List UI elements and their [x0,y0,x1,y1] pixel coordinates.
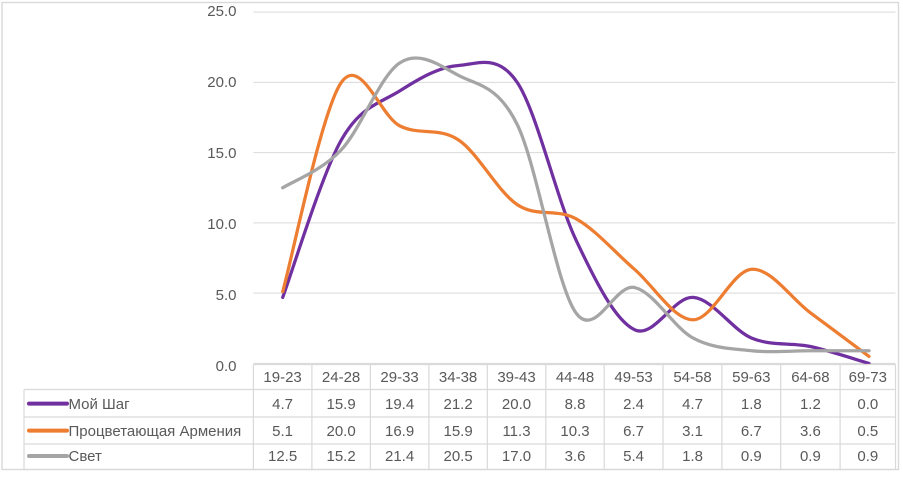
svg-text:34-38: 34-38 [439,369,477,386]
svg-text:0.9: 0.9 [857,448,878,465]
svg-text:0.5: 0.5 [857,423,878,440]
svg-text:49-53: 49-53 [614,369,652,386]
svg-text:0.0: 0.0 [857,396,878,413]
svg-text:20.0: 20.0 [502,396,531,413]
svg-text:15.2: 15.2 [326,448,355,465]
svg-text:0.0: 0.0 [216,358,237,375]
svg-text:5.4: 5.4 [623,448,644,465]
svg-text:6.7: 6.7 [741,423,762,440]
svg-text:1.8: 1.8 [741,396,762,413]
svg-text:64-68: 64-68 [791,369,829,386]
svg-text:4.7: 4.7 [272,396,293,413]
svg-text:17.0: 17.0 [502,448,531,465]
svg-text:12.5: 12.5 [268,448,297,465]
svg-text:4.7: 4.7 [682,396,703,413]
svg-text:20.0: 20.0 [326,423,355,440]
svg-text:10.0: 10.0 [207,216,236,233]
svg-text:15.9: 15.9 [326,396,355,413]
svg-text:21.2: 21.2 [443,396,472,413]
svg-text:Мой Шаг: Мой Шаг [69,396,131,413]
svg-text:44-48: 44-48 [556,369,594,386]
svg-text:3.1: 3.1 [682,423,703,440]
svg-text:1.2: 1.2 [800,396,821,413]
svg-text:54-58: 54-58 [673,369,711,386]
svg-text:Свет: Свет [69,448,102,465]
svg-text:20.0: 20.0 [207,74,236,91]
svg-text:5.1: 5.1 [272,423,293,440]
svg-text:10.3: 10.3 [560,423,589,440]
svg-text:0.9: 0.9 [800,448,821,465]
svg-text:21.4: 21.4 [385,448,414,465]
svg-text:24-28: 24-28 [322,369,360,386]
svg-text:8.8: 8.8 [565,396,586,413]
svg-text:15.9: 15.9 [443,423,472,440]
svg-text:15.0: 15.0 [207,145,236,162]
svg-text:2.4: 2.4 [623,396,644,413]
svg-text:11.3: 11.3 [502,423,530,440]
svg-text:Процветающая Армения: Процветающая Армения [69,423,242,440]
svg-text:59-63: 59-63 [732,369,770,386]
svg-text:6.7: 6.7 [623,423,644,440]
svg-text:69-73: 69-73 [849,369,887,386]
svg-text:16.9: 16.9 [385,423,414,440]
svg-text:39-43: 39-43 [497,369,535,386]
svg-text:25.0: 25.0 [207,3,236,20]
svg-text:3.6: 3.6 [565,448,586,465]
svg-text:5.0: 5.0 [216,287,237,304]
svg-text:19.4: 19.4 [385,396,414,413]
svg-text:20.5: 20.5 [443,448,472,465]
svg-text:3.6: 3.6 [800,423,821,440]
svg-text:0.9: 0.9 [741,448,762,465]
svg-text:19-23: 19-23 [263,369,301,386]
svg-text:29-33: 29-33 [380,369,418,386]
svg-text:1.8: 1.8 [682,448,703,465]
